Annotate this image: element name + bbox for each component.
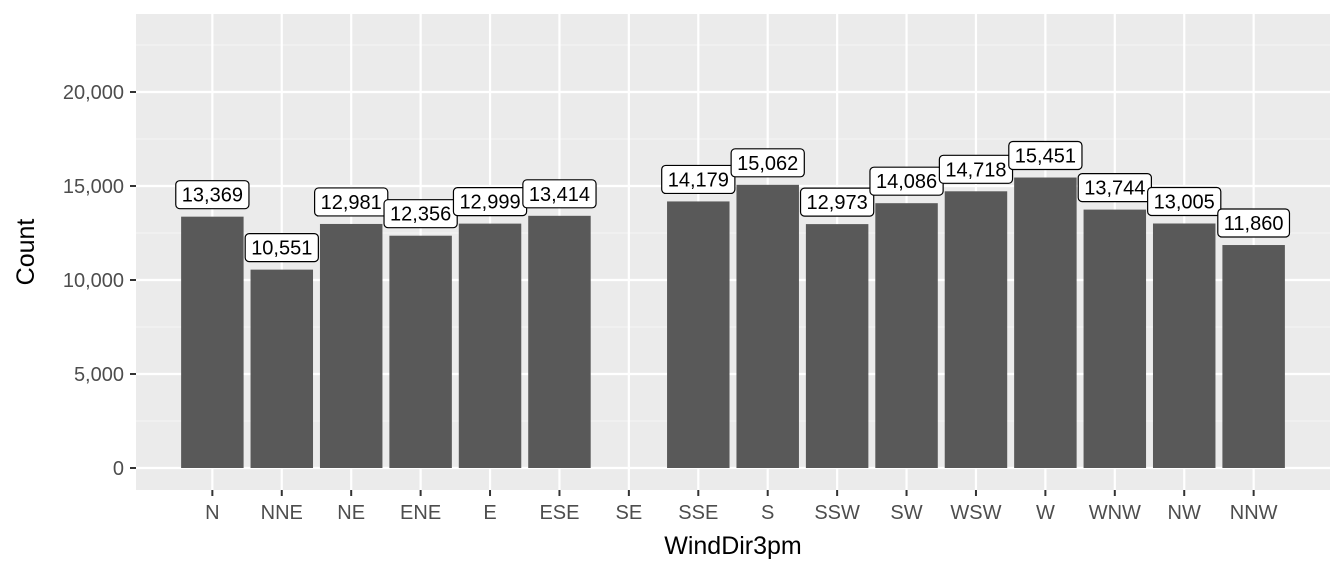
- x-tick-label: E: [483, 502, 496, 524]
- data-label-value: 11,860: [1224, 213, 1284, 235]
- x-axis: N NNE NE ENE E ESE SE SSE S SSW SW WSW W WNW NW NNW: [205, 490, 1278, 524]
- bar-e: [458, 223, 522, 468]
- data-label: 10,551: [244, 233, 319, 263]
- x-tick-label: W: [1036, 502, 1055, 524]
- x-tick-label: N: [205, 502, 219, 524]
- x-tick-label: NNE: [261, 502, 303, 524]
- data-label-box: [799, 187, 875, 217]
- data-label-value: 12,981: [321, 192, 382, 214]
- bar-wnw: [1083, 209, 1147, 468]
- data-label-value: 12,973: [807, 192, 868, 214]
- data-label: 14,086: [869, 166, 944, 196]
- bar-w: [1014, 177, 1077, 469]
- x-tick-label: ESE: [539, 502, 579, 524]
- bar-n: [181, 216, 244, 468]
- data-label-box: [1147, 186, 1222, 217]
- data-label-box: [244, 233, 319, 263]
- bar-sw: [875, 203, 938, 468]
- x-tick-label: SSW: [814, 502, 860, 524]
- data-label-box: [1217, 208, 1291, 238]
- bar-sse: [667, 201, 730, 468]
- data-label-value: 14,086: [876, 171, 937, 193]
- data-label: 11,860: [1217, 208, 1291, 238]
- data-label-value: 15,451: [1015, 146, 1076, 168]
- bar-nnw: [1222, 245, 1285, 468]
- data-label-value: 13,414: [529, 184, 590, 206]
- data-label: 12,973: [799, 187, 875, 217]
- bar-ene: [389, 235, 452, 468]
- data-label-box: [175, 180, 250, 210]
- data-label: 13,005: [1147, 186, 1222, 217]
- data-label-value: 14,718: [945, 159, 1006, 181]
- data-label-box: [730, 148, 805, 178]
- data-label-box: [661, 164, 736, 195]
- data-label-value: 12,356: [390, 204, 451, 226]
- bar-nne: [250, 269, 314, 468]
- data-label: 13,744: [1077, 173, 1152, 203]
- bar-ssw: [805, 224, 869, 468]
- data-label: 13,369: [175, 180, 250, 210]
- data-labels: 13,369 10,551 12,981 12,356 12,999 13,414 14,1…: [175, 140, 1291, 263]
- data-label: 12,999: [452, 187, 528, 217]
- y-axis-title: Count: [12, 219, 40, 286]
- data-label: 12,356: [383, 199, 458, 229]
- data-label: 14,179: [661, 164, 736, 195]
- data-label-value: 14,179: [668, 169, 729, 191]
- x-tick-label: SW: [890, 502, 922, 524]
- x-tick-label: NE: [337, 502, 365, 524]
- data-label: 13,414: [522, 179, 597, 209]
- x-tick-label: S: [761, 502, 774, 524]
- y-tick-label: 15,000: [63, 176, 124, 198]
- bar-ne: [319, 223, 383, 468]
- data-label-value: 12,999: [459, 192, 520, 214]
- y-tick-label: 5,000: [74, 364, 124, 386]
- x-tick-label: SE: [616, 502, 643, 524]
- bar-ese: [528, 215, 591, 468]
- bar-wsw: [944, 191, 1008, 468]
- data-label-box: [1008, 140, 1083, 171]
- x-axis-title: WindDir3pm: [664, 532, 802, 560]
- data-label: 15,062: [730, 148, 805, 178]
- x-tick-label: NW: [1168, 502, 1201, 524]
- data-label: 15,451: [1008, 140, 1083, 171]
- data-label-value: 15,062: [737, 153, 798, 175]
- bar-s: [736, 184, 799, 468]
- x-tick-label: SSE: [678, 502, 718, 524]
- data-label: 14,718: [938, 154, 1014, 184]
- data-label-value: 13,369: [182, 185, 243, 207]
- data-label-value: 13,744: [1084, 178, 1145, 200]
- y-tick-label: 20,000: [63, 82, 124, 104]
- y-tick-label: 0: [113, 458, 124, 480]
- x-tick-label: ENE: [400, 502, 441, 524]
- data-label-value: 10,551: [251, 238, 312, 260]
- data-label-box: [522, 179, 597, 209]
- bar-series: [181, 177, 1285, 469]
- data-label-value: 13,005: [1154, 192, 1215, 214]
- bar-nw: [1152, 223, 1216, 468]
- y-tick-label: 10,000: [63, 270, 124, 292]
- x-tick-label: WNW: [1089, 502, 1141, 524]
- x-tick-label: NNW: [1230, 502, 1278, 524]
- y-axis: 0 5,000 10,000 15,000 20,000: [63, 82, 136, 480]
- data-label: 12,981: [314, 187, 389, 217]
- x-tick-label: WSW: [950, 502, 1001, 524]
